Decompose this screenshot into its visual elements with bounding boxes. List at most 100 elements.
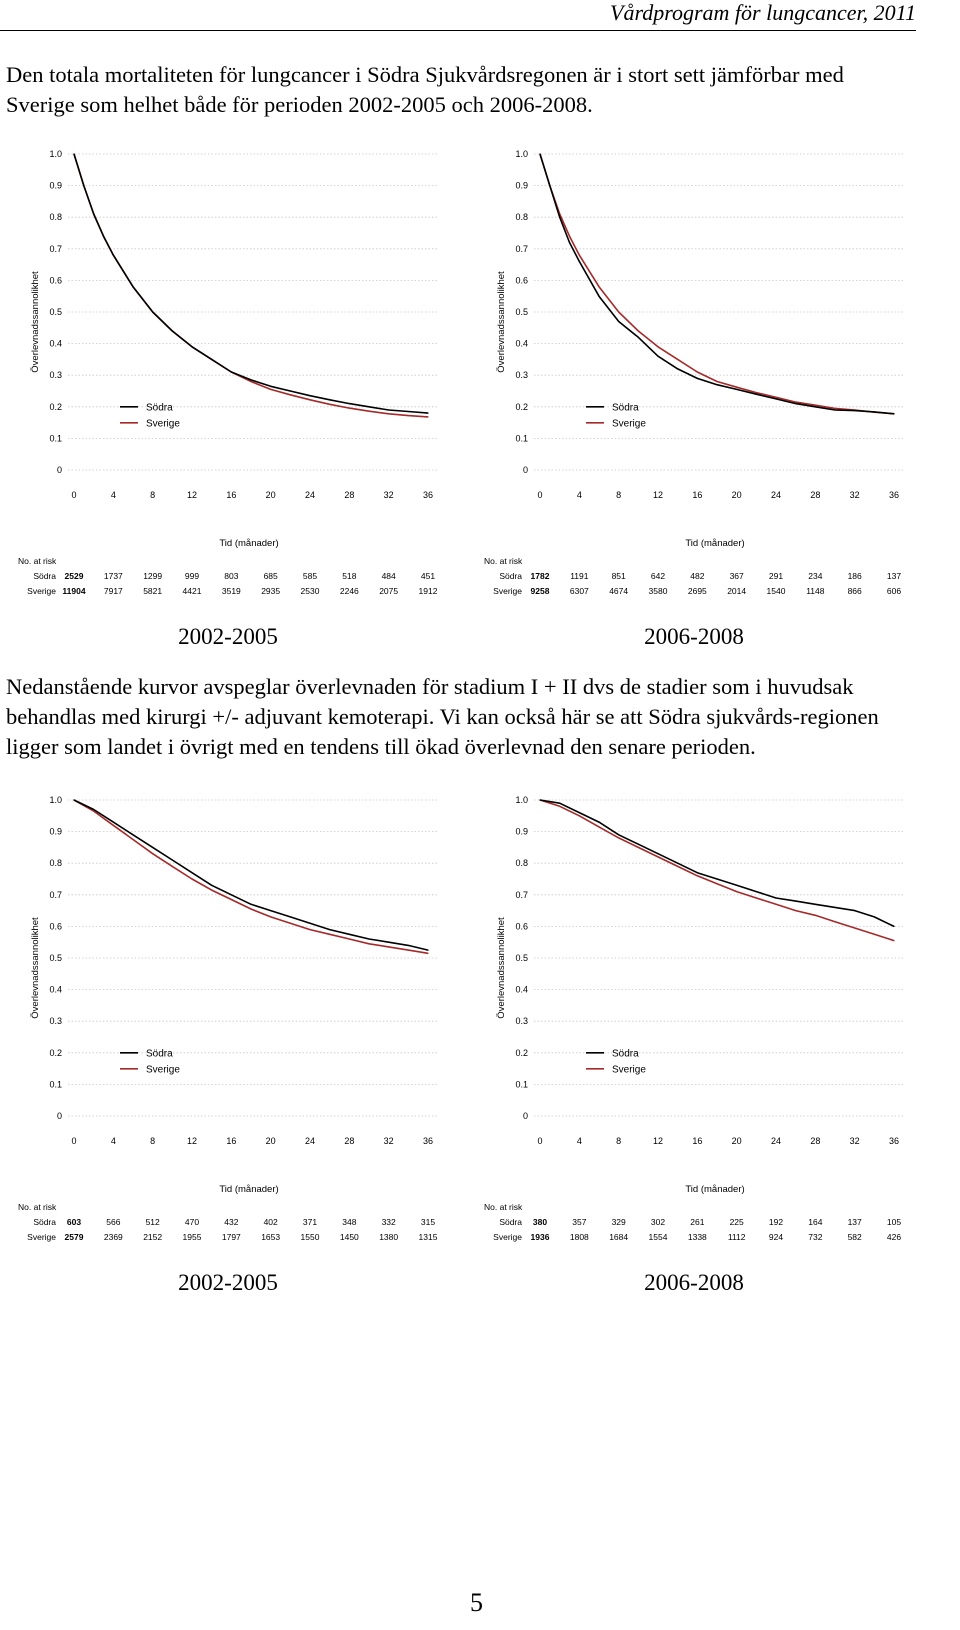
data-point-sodra <box>329 928 331 931</box>
data-point-sverige <box>736 386 738 388</box>
risk-value: 234 <box>808 571 822 581</box>
risk-value: 585 <box>303 571 317 581</box>
y-tick-label: 0.2 <box>49 1048 62 1058</box>
period-caption: 2002-2005 <box>178 1270 278 1295</box>
data-point-sodra <box>637 336 639 338</box>
data-point-sverige <box>677 865 679 867</box>
data-point-sverige <box>775 903 777 905</box>
legend-label: Södra <box>612 1048 639 1059</box>
risk-value: 1554 <box>649 1232 668 1242</box>
data-point-sverige <box>368 410 370 412</box>
risk-value: 1653 <box>261 1232 280 1242</box>
data-point-sodra <box>289 916 291 918</box>
risk-value: 566 <box>106 1217 120 1227</box>
data-point-sverige <box>191 878 193 880</box>
x-tick-label: 28 <box>810 490 820 500</box>
data-point-sodra <box>598 821 600 823</box>
risk-value: 2246 <box>340 586 359 596</box>
risk-value: 451 <box>421 571 435 581</box>
data-point-sodra <box>578 260 580 263</box>
y-tick-label: 0.4 <box>49 339 62 349</box>
data-point-sodra <box>211 884 213 886</box>
risk-value: 999 <box>185 571 199 581</box>
data-point-sodra <box>73 153 75 155</box>
data-point-sodra <box>171 859 173 861</box>
y-tick-label: 0.1 <box>49 433 62 443</box>
data-point-sodra <box>230 894 232 896</box>
x-tick-label: 4 <box>577 490 582 500</box>
risk-value: 518 <box>342 571 356 581</box>
risk-value: 1737 <box>104 571 123 581</box>
y-tick-label: 0 <box>523 465 528 475</box>
data-point-sverige <box>795 401 797 403</box>
risk-value: 512 <box>146 1217 160 1227</box>
risk-value: 348 <box>342 1217 356 1227</box>
data-point-sodra <box>814 903 816 905</box>
legend-label: Södra <box>146 1048 173 1059</box>
x-tick-label: 28 <box>810 1136 820 1146</box>
risk-value: 1380 <box>379 1232 398 1242</box>
risk-value: 7917 <box>104 586 123 596</box>
risk-value: 3519 <box>222 586 241 596</box>
risk-value: 2530 <box>301 586 320 596</box>
chart-svg: 0 0.1 0.2 0.3 0.4 0.5 0.6 0.7 0.8 0.9 1.0 0 4 8 12 16 20… <box>484 795 904 1295</box>
data-point-sodra <box>211 358 213 360</box>
x-tick-label: 24 <box>305 1136 315 1146</box>
data-point-sodra <box>657 853 659 855</box>
data-point-sverige <box>578 254 580 256</box>
y-tick-label: 0.8 <box>49 212 62 222</box>
data-point-sodra <box>250 379 252 381</box>
x-tick-label: 12 <box>187 490 197 500</box>
data-point-sverige <box>696 371 698 373</box>
data-point-sverige <box>696 875 698 877</box>
period-caption: 2002-2005 <box>178 624 278 649</box>
x-tick-label: 16 <box>692 490 702 500</box>
data-point-sodra <box>539 153 541 155</box>
data-point-sodra <box>539 799 541 801</box>
y-tick-label: 0.5 <box>49 307 62 317</box>
y-tick-label: 0.3 <box>515 370 528 380</box>
survival-chart-stage-2006-2008: 0 0.1 0.2 0.3 0.4 0.5 0.6 0.7 0.8 0.9 1.0 0 4 8 12 16 20… <box>466 786 926 1295</box>
data-point-sodra <box>73 799 75 801</box>
y-tick-label: 0.9 <box>515 181 528 191</box>
risk-value: 582 <box>848 1232 862 1242</box>
x-tick-label: 16 <box>226 490 236 500</box>
data-point-sverige <box>132 838 134 841</box>
y-tick-label: 0.3 <box>49 370 62 380</box>
risk-value: 2695 <box>688 586 707 596</box>
y-tick-label: 0 <box>57 465 62 475</box>
x-tick-label: 0 <box>71 490 76 500</box>
x-tick-label: 4 <box>111 1136 116 1146</box>
data-point-sodra <box>696 377 698 379</box>
x-tick-label: 0 <box>71 1136 76 1146</box>
data-point-sverige <box>893 940 895 942</box>
risk-value: 470 <box>185 1217 199 1227</box>
y-tick-label: 0.5 <box>49 953 62 963</box>
risk-value: 1797 <box>222 1232 241 1242</box>
data-point-sodra <box>549 185 551 187</box>
y-tick-label: 0.2 <box>515 1048 528 1058</box>
data-point-sodra <box>368 406 370 408</box>
data-point-sverige <box>637 846 639 848</box>
x-tick-label: 24 <box>771 490 781 500</box>
data-point-sverige <box>171 865 173 867</box>
risk-row-label: Södra <box>499 571 522 581</box>
y-tick-label: 0.1 <box>515 1079 528 1089</box>
y-tick-label: 0.1 <box>49 1079 62 1089</box>
risk-row-label: Södra <box>33 571 56 581</box>
data-point-sodra <box>559 802 561 804</box>
y-tick-label: 0.4 <box>515 985 528 995</box>
data-point-sodra <box>309 395 311 397</box>
data-point-sodra <box>736 884 738 886</box>
data-point-sodra <box>152 846 154 848</box>
risk-value: 1550 <box>301 1232 320 1242</box>
risk-value: 3580 <box>649 586 668 596</box>
data-point-sodra <box>388 409 390 411</box>
risk-value: 402 <box>264 1217 278 1227</box>
data-point-sodra <box>152 311 154 313</box>
data-point-sverige <box>598 826 600 828</box>
risk-value: 329 <box>612 1217 626 1227</box>
data-point-sodra <box>618 834 620 836</box>
data-point-sverige <box>93 810 95 812</box>
risk-value: 484 <box>382 571 396 581</box>
